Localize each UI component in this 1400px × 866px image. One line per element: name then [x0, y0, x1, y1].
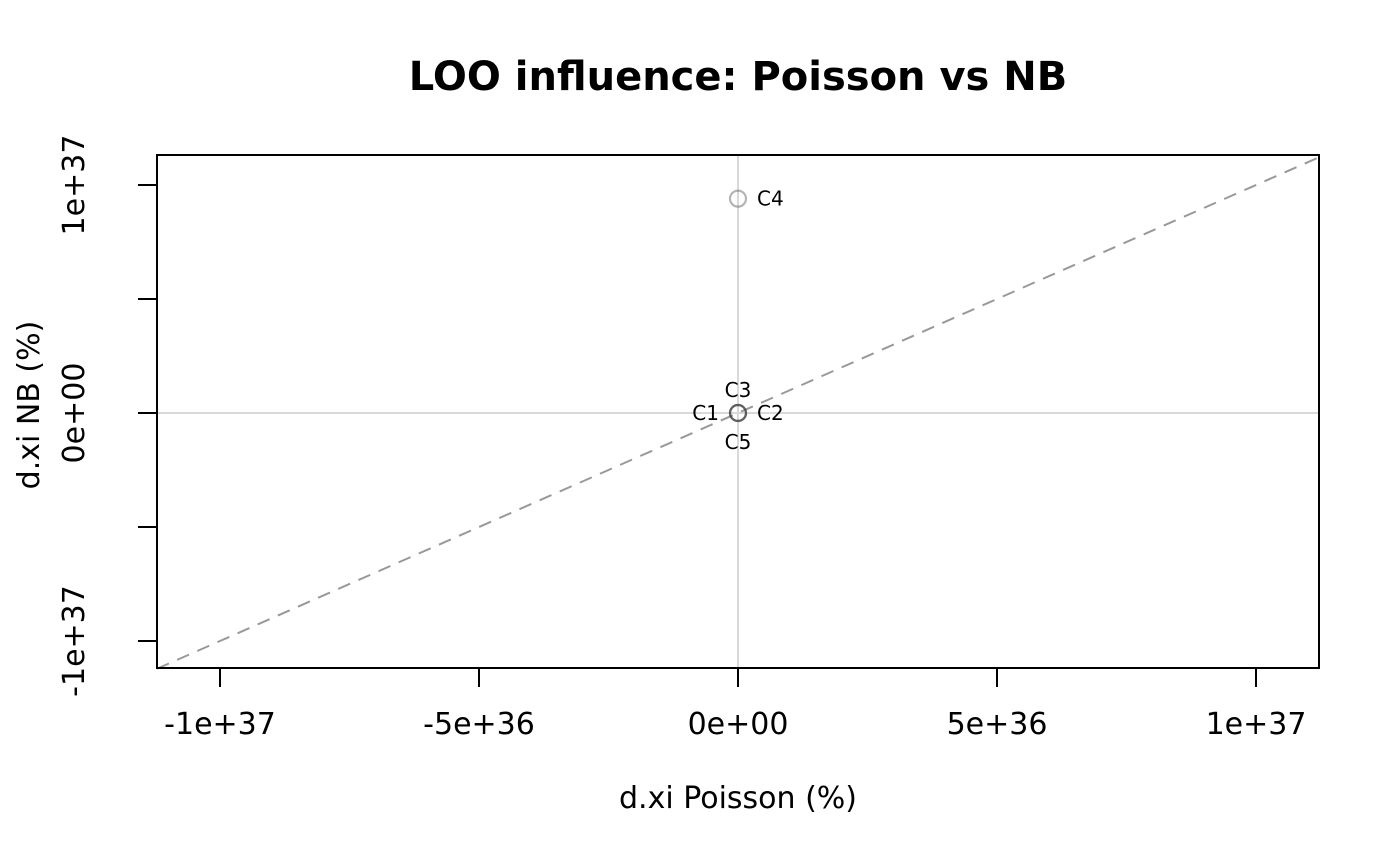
x-tick-label: 5e+36 [947, 707, 1048, 742]
y-tick-label: -1e+37 [57, 585, 92, 697]
x-tick-label: -5e+36 [423, 707, 535, 742]
x-tick-label: -1e+37 [164, 707, 276, 742]
identity-line [156, 156, 1320, 670]
y-tick-label: 0e+00 [57, 363, 92, 464]
x-axis-title: d.xi Poisson (%) [619, 781, 857, 816]
data-point-label: C3 [725, 378, 752, 402]
plot-title: LOO influence: Poisson vs NB [408, 54, 1068, 100]
data-point-label: C1 [692, 401, 719, 425]
y-tick-label: 1e+37 [57, 135, 92, 236]
x-tick-label: 0e+00 [688, 707, 789, 742]
data-point-circle [728, 403, 748, 423]
data-point-label: C5 [725, 430, 752, 454]
data-point-label: C2 [757, 401, 784, 425]
data-point-circle [728, 403, 748, 423]
data-point-circle [728, 403, 748, 423]
data-point-label: C4 [757, 187, 784, 211]
x-tick-label: 1e+37 [1206, 707, 1307, 742]
data-point-circle [728, 403, 748, 423]
data-point-circle [728, 189, 748, 208]
y-axis-title: d.xi NB (%) [12, 320, 47, 490]
